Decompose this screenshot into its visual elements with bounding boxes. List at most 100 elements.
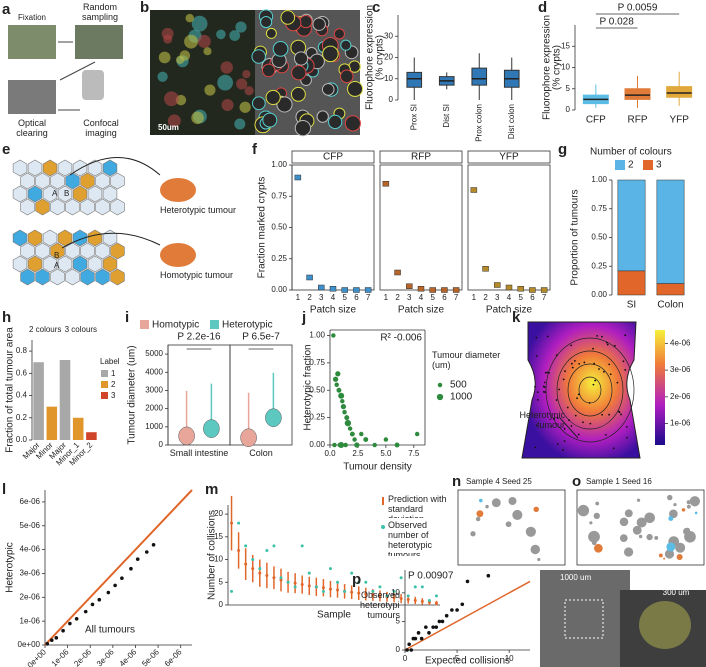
tumour-dot	[625, 425, 628, 428]
cell	[242, 70, 251, 79]
tumour-dot	[592, 383, 595, 386]
point	[347, 426, 353, 431]
y-axis-label: (% crypts)	[552, 45, 563, 90]
tumour	[525, 526, 536, 537]
cell	[184, 34, 198, 49]
point	[363, 437, 369, 442]
prediction	[399, 597, 403, 601]
facet-title: CFP	[323, 152, 343, 163]
x-tick-label: 2	[483, 293, 488, 302]
point	[437, 619, 442, 624]
y-axis-label: Fraction marked crypts	[257, 177, 268, 279]
point	[340, 398, 345, 404]
y-tick-label: 0.25	[591, 261, 607, 270]
y-tick-label: 0.50	[309, 385, 325, 394]
tumour	[589, 521, 593, 525]
annotation: P 0.00907	[408, 571, 454, 582]
y-tick-label: 0.75	[591, 204, 607, 213]
observed	[314, 585, 318, 589]
x-axis-label: Tumour density	[343, 462, 412, 473]
cell	[191, 15, 208, 32]
y-tick-label: 5e-06	[20, 521, 41, 530]
legend-swatch	[381, 525, 385, 529]
tumour	[512, 509, 523, 520]
tumour-dot	[577, 393, 580, 396]
box	[624, 88, 651, 100]
y-tick-label: 0.4	[16, 391, 28, 400]
colorbar	[655, 330, 665, 445]
cell	[316, 110, 329, 123]
tumour-dot	[544, 391, 547, 393]
photo	[75, 25, 123, 59]
point	[486, 573, 491, 578]
bar	[617, 179, 646, 272]
bar	[72, 417, 84, 440]
prediction	[413, 598, 417, 602]
prediction	[371, 593, 375, 597]
prediction	[392, 596, 396, 600]
x-tick-label: 1	[296, 293, 301, 302]
crypt	[42, 229, 58, 247]
tumour-dot	[550, 425, 553, 428]
panel-letter: k	[512, 309, 521, 326]
tumour-dot	[592, 347, 594, 350]
crypt	[102, 159, 118, 177]
point	[460, 602, 465, 607]
cell	[236, 78, 248, 90]
legend-label: Prediction with standard deviation	[388, 494, 447, 518]
point	[352, 437, 357, 442]
point	[331, 333, 336, 338]
x-tick-label: 7	[454, 293, 459, 302]
density-map	[521, 321, 641, 459]
x-tick-label: 3	[495, 293, 500, 302]
point	[343, 442, 348, 448]
crypt	[20, 242, 35, 260]
x-tick-label: Prox SI	[409, 104, 418, 130]
facet-title: RFP	[411, 152, 431, 163]
tumour-dot	[544, 371, 547, 374]
x-axis-label: Sample	[317, 610, 351, 621]
bar	[59, 360, 71, 440]
crypt	[35, 242, 50, 260]
y-tick-label: 1.00	[591, 175, 607, 184]
y-axis-label: Fluorophore expression	[542, 15, 553, 120]
y-tick-label: 0.75	[271, 191, 287, 200]
x-tick-label: 7	[366, 293, 371, 302]
point	[90, 602, 95, 607]
panel-letter: f	[252, 141, 258, 158]
point	[340, 404, 347, 410]
x-tick-label: 1	[472, 293, 477, 302]
cell	[164, 91, 179, 107]
tumour	[636, 517, 647, 528]
crypt	[65, 198, 80, 216]
point	[61, 628, 65, 633]
point	[342, 409, 347, 415]
panel-letter: i	[125, 309, 129, 326]
tumour	[528, 532, 531, 536]
y-tick-label: 0.0	[16, 435, 28, 444]
crypt	[42, 185, 58, 203]
x-tick-label: 10	[505, 654, 514, 663]
crypt	[80, 198, 95, 216]
tumour	[681, 508, 686, 512]
y-tick-label: 5	[396, 617, 401, 626]
y-tick-label: 1e-06	[20, 616, 41, 625]
crypt	[110, 172, 125, 190]
y-tick-label: 20	[384, 53, 393, 62]
legend-label: 1	[111, 369, 116, 378]
x-tick-label: 5	[342, 293, 347, 302]
patch-box	[482, 266, 489, 272]
patch-box	[341, 287, 348, 293]
microscope	[82, 70, 104, 100]
tumour	[686, 504, 691, 509]
tumour	[673, 502, 677, 507]
frame	[467, 164, 551, 291]
step-label: Optical clearing	[16, 118, 48, 138]
crypt	[72, 229, 88, 247]
cell	[203, 47, 212, 56]
x-tick-label: 5.0	[380, 449, 392, 458]
crypt	[12, 229, 28, 247]
inset-box	[564, 599, 604, 639]
colorbar-label: 4e-06	[670, 338, 691, 347]
tumour	[533, 506, 539, 513]
